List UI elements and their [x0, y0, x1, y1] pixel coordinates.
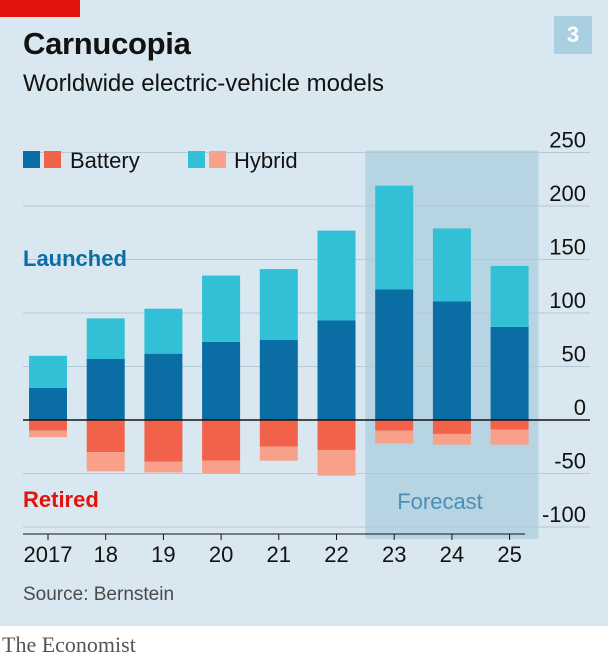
- bar-battery-retired-21: [259, 420, 298, 447]
- annotation-launched: Launched: [23, 246, 127, 271]
- bar-battery-retired-2017: [29, 420, 67, 431]
- brand-logo-text: The Economist: [2, 632, 136, 657]
- chart-subtitle: Worldwide electric-vehicle models: [23, 70, 385, 97]
- bar-hybrid-launched-22: [317, 230, 356, 321]
- y-tick-label: -100: [542, 502, 586, 527]
- source-note: Source: Bernstein: [23, 584, 175, 605]
- bar-battery-launched-25: [490, 326, 529, 420]
- chart-number-badge: 3: [554, 16, 592, 54]
- bar-hybrid-retired-22: [317, 449, 356, 476]
- bar-hybrid-retired-25: [490, 429, 529, 445]
- bar-battery-retired-20: [202, 420, 241, 461]
- bar-hybrid-launched-18: [86, 318, 125, 360]
- brand-red-tag: [0, 0, 80, 17]
- bar-battery-launched-2017: [29, 387, 67, 420]
- x-tick-label: 21: [267, 542, 291, 567]
- legend-swatch-battery-retired: [44, 151, 61, 168]
- y-tick-label: 250: [549, 128, 586, 153]
- bar-battery-launched-18: [86, 359, 125, 420]
- bar-hybrid-retired-21: [259, 446, 298, 461]
- bar-hybrid-launched-25: [490, 265, 529, 327]
- bar-battery-retired-23: [375, 420, 414, 431]
- x-tick-label: 19: [151, 542, 175, 567]
- x-tick-label: 23: [382, 542, 406, 567]
- bar-hybrid-launched-23: [375, 185, 414, 290]
- x-tick-label: 22: [324, 542, 348, 567]
- y-tick-label: 50: [562, 342, 586, 367]
- bar-hybrid-retired-2017: [29, 430, 67, 438]
- y-tick-label: 0: [574, 395, 586, 420]
- ev-models-chart: -100 -50 0 50 100 150 200 250 2017 18 19 20 21 22 23 2…: [23, 128, 590, 567]
- bar-hybrid-launched-19: [144, 308, 183, 354]
- y-tick-label: 200: [549, 181, 586, 206]
- bar-battery-retired-25: [490, 420, 529, 430]
- bar-battery-retired-18: [86, 420, 125, 453]
- bar-hybrid-retired-24: [432, 433, 471, 445]
- bar-battery-launched-21: [259, 339, 298, 420]
- legend-swatch-hybrid-launched: [188, 151, 205, 168]
- bar-battery-retired-22: [317, 420, 356, 450]
- x-tick-label: 2017: [24, 542, 73, 567]
- bar-battery-launched-20: [202, 341, 241, 420]
- annotation-retired: Retired: [23, 487, 99, 512]
- x-tick-label: 24: [440, 542, 464, 567]
- bar-hybrid-launched-21: [259, 269, 298, 340]
- bar-battery-launched-19: [144, 353, 183, 420]
- legend-swatch-hybrid-retired: [209, 151, 226, 168]
- bar-hybrid-launched-2017: [29, 355, 67, 388]
- x-tick-label: 25: [497, 542, 521, 567]
- legend-swatch-battery-launched: [23, 151, 40, 168]
- annotation-forecast: Forecast: [397, 489, 483, 514]
- x-tick-label: 18: [93, 542, 117, 567]
- bar-hybrid-launched-24: [432, 228, 471, 302]
- bar-battery-launched-23: [375, 289, 414, 420]
- chart-title: Carnucopia: [23, 26, 191, 61]
- bar-hybrid-retired-18: [86, 452, 125, 472]
- x-tick-label: 20: [209, 542, 233, 567]
- bar-battery-launched-22: [317, 320, 356, 420]
- bar-battery-launched-24: [432, 301, 471, 420]
- bar-hybrid-retired-19: [144, 461, 183, 473]
- bar-hybrid-launched-20: [202, 275, 241, 342]
- y-tick-label: 100: [549, 288, 586, 313]
- legend-label-hybrid: Hybrid: [234, 148, 298, 173]
- bar-battery-retired-24: [432, 420, 471, 434]
- bar-hybrid-retired-23: [375, 430, 414, 444]
- bar-battery-retired-19: [144, 420, 183, 462]
- y-tick-label: -50: [554, 449, 586, 474]
- bar-hybrid-retired-20: [202, 460, 241, 474]
- legend-label-battery: Battery: [70, 148, 140, 173]
- y-tick-label: 150: [549, 235, 586, 260]
